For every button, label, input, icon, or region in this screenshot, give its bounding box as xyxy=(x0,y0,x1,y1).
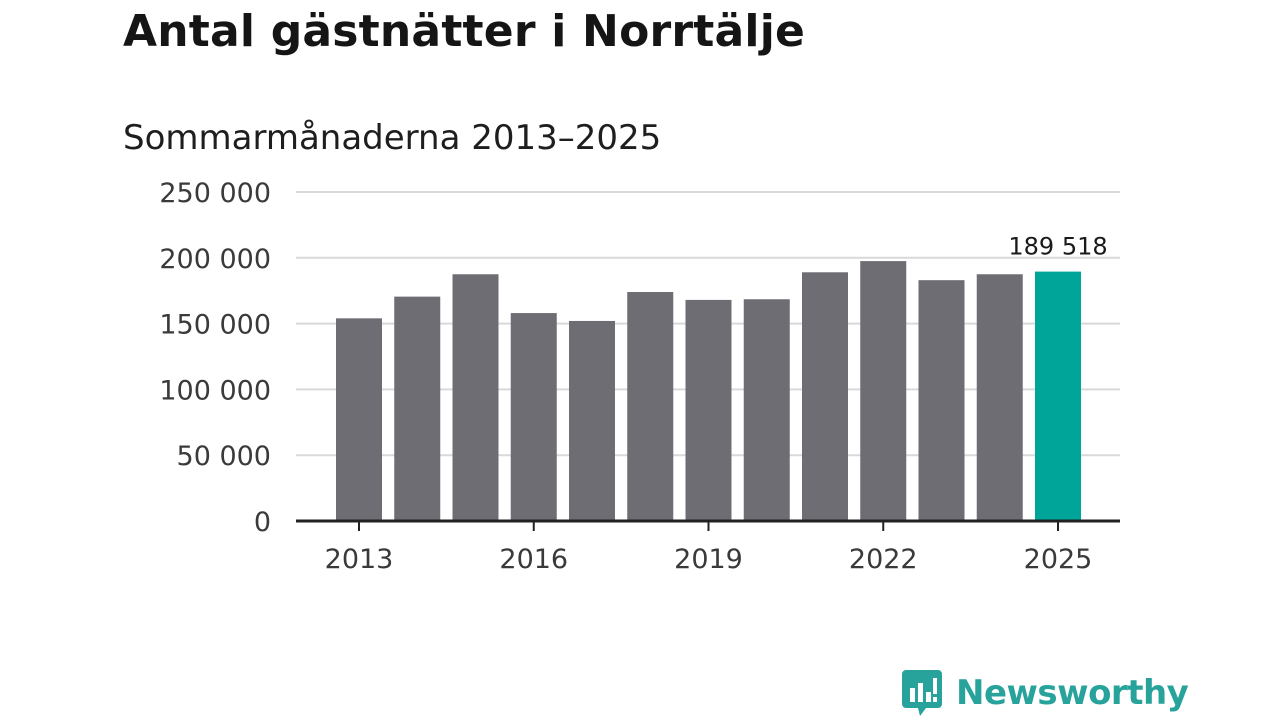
bar-2014 xyxy=(394,296,441,521)
logo-text: Newsworthy xyxy=(956,673,1189,713)
bar-chart: 0 50 000 100 000 150 000 200 000 250 000 189 5… xyxy=(159,178,1120,575)
y-tick-label: 150 000 xyxy=(159,310,271,341)
x-tick-label: 2022 xyxy=(849,544,918,575)
x-tick-label: 2025 xyxy=(1024,544,1093,575)
y-tick-label: 250 000 xyxy=(159,178,271,209)
bar-2023 xyxy=(918,280,965,521)
data-label: 189 518 xyxy=(1008,233,1107,261)
chart-subtitle: Sommarmånaderna 2013–2025 xyxy=(123,118,662,158)
x-tick-label: 2016 xyxy=(499,544,568,575)
bar-2025 xyxy=(1035,271,1081,521)
x-tick-label: 2013 xyxy=(325,544,394,575)
bar-2017 xyxy=(569,320,615,521)
y-tick-label: 0 xyxy=(254,507,271,538)
bar-2022 xyxy=(860,261,907,521)
y-tick-label: 200 000 xyxy=(159,244,271,275)
bar-2024 xyxy=(976,274,1023,521)
x-tick-label: 2019 xyxy=(674,544,743,575)
chart-title: Antal gästnätter i Norrtälje xyxy=(123,6,806,57)
bar-2013 xyxy=(336,318,382,521)
bar-2016 xyxy=(510,313,557,521)
newsworthy-logo: Newsworthy xyxy=(902,670,1189,716)
bar-2018 xyxy=(627,292,674,521)
y-tick-label: 50 000 xyxy=(177,441,271,472)
bar-2015 xyxy=(452,274,499,521)
bar-2019 xyxy=(685,299,732,521)
bar-2021 xyxy=(802,272,848,521)
newsworthy-chart-icon xyxy=(902,670,942,716)
bar-2020 xyxy=(743,299,790,521)
y-tick-label: 100 000 xyxy=(159,375,271,406)
